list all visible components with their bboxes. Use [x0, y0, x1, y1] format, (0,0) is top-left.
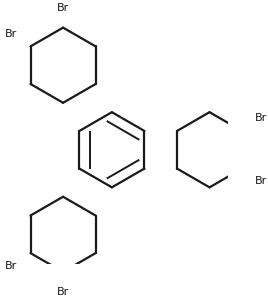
Text: Br: Br — [5, 261, 17, 271]
Text: Br: Br — [57, 3, 69, 13]
Text: Br: Br — [255, 114, 267, 123]
Text: Br: Br — [5, 29, 17, 39]
Text: Br: Br — [255, 176, 267, 186]
Text: Br: Br — [57, 287, 69, 297]
